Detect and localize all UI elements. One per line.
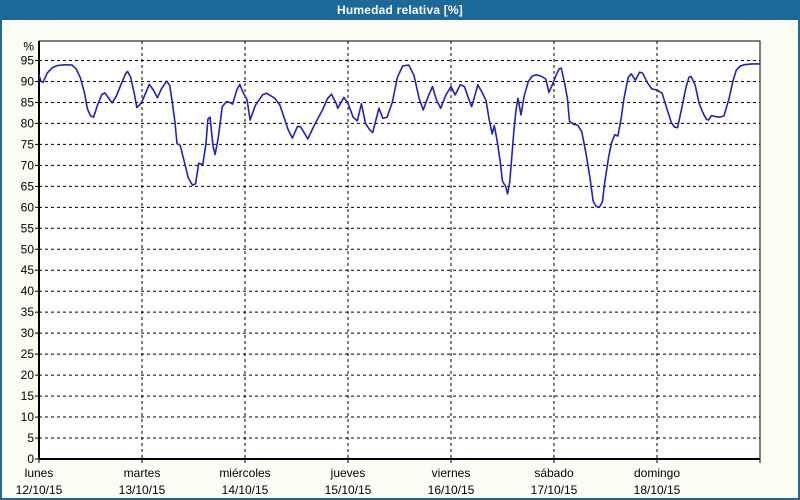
x-day-label: lunes [25, 466, 54, 480]
y-tick-label: 50 [21, 242, 35, 256]
y-tick-label: 40 [21, 284, 35, 298]
x-date-label: 12/10/15 [16, 483, 63, 497]
y-tick-label: 10 [21, 410, 35, 424]
plot-border [38, 40, 761, 460]
x-date-label: 14/10/15 [222, 483, 269, 497]
y-tick-label: 80 [21, 116, 35, 130]
y-tick-label: 75 [21, 137, 35, 151]
y-tick-label: 20 [21, 368, 35, 382]
y-tick-label: 55 [21, 221, 35, 235]
window-title: Humedad relativa [%] [336, 3, 464, 17]
x-date-label: 17/10/15 [531, 483, 578, 497]
y-tick-label: 0 [27, 452, 34, 466]
x-day-label: miércoles [219, 466, 270, 480]
x-date-label: 18/10/15 [634, 483, 681, 497]
x-date-label: 16/10/15 [428, 483, 475, 497]
window-titlebar: Humedad relativa [%] [0, 0, 800, 20]
y-tick-label: 35 [21, 305, 35, 319]
humidity-series-line [38, 63, 761, 209]
x-day-label: domingo [634, 466, 680, 480]
y-axis-unit-label: % [23, 40, 34, 54]
x-day-label: martes [124, 466, 161, 480]
x-day-label: sábado [534, 466, 574, 480]
y-tick-label: 95 [21, 54, 35, 68]
y-tick-label: 15 [21, 389, 35, 403]
x-date-label: 13/10/15 [119, 483, 166, 497]
y-tick-label: 45 [21, 263, 35, 277]
y-tick-label: 90 [21, 74, 35, 88]
x-day-label: viernes [432, 466, 471, 480]
y-tick-label: 30 [21, 326, 35, 340]
y-tick-label: 25 [21, 347, 35, 361]
y-tick-label: 5 [27, 431, 34, 445]
y-tick-label: 65 [21, 179, 35, 193]
x-day-label: jueves [330, 466, 366, 480]
x-date-label: 15/10/15 [325, 483, 372, 497]
y-tick-label: 60 [21, 200, 35, 214]
y-tick-label: 70 [21, 158, 35, 172]
plot-area [39, 41, 760, 459]
y-tick-label: 85 [21, 95, 35, 109]
